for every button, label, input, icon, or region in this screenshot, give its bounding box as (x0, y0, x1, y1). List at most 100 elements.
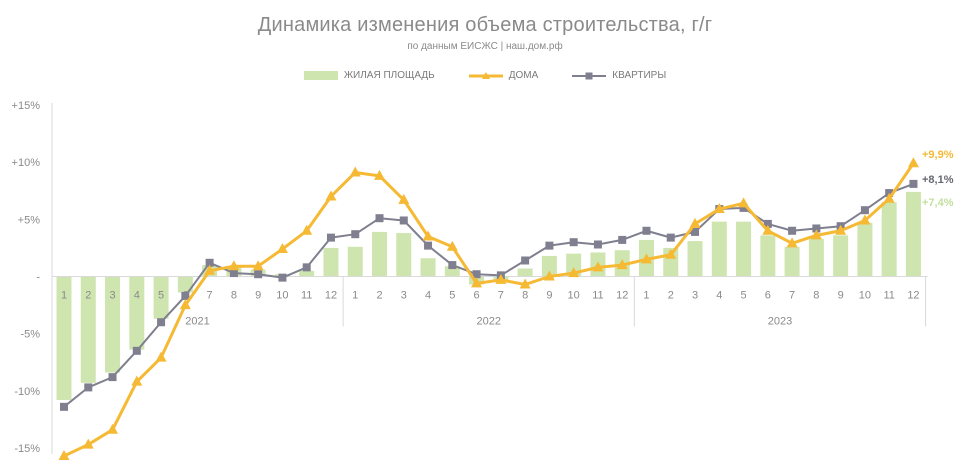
apartments-point (326, 233, 335, 242)
year-label: 2022 (476, 316, 500, 328)
houses-point (155, 351, 167, 362)
legend-item-area: ЖИЛАЯ ПЛОЩАДЬ (303, 70, 435, 81)
bar-living-area (105, 276, 121, 373)
houses-point (58, 450, 70, 461)
apartments-point (545, 241, 554, 250)
x-tick-label: 4 (134, 290, 140, 302)
chart-subtitle: по данным ЕИСЖС | наш.дом.рф (407, 41, 563, 52)
bar-living-area (323, 247, 339, 277)
apartments-point (108, 373, 117, 382)
bar-living-area (711, 221, 727, 277)
x-tick-label: 2 (85, 290, 91, 302)
y-tick-label: +15% (12, 100, 41, 112)
houses-point (131, 375, 143, 386)
apartments-point (860, 206, 869, 215)
apartments-point (302, 263, 311, 272)
x-tick-label: 5 (158, 290, 164, 302)
apartments-point (812, 224, 821, 233)
apartments-point (593, 240, 602, 249)
x-tick-label: 5 (449, 290, 455, 302)
apartments-point (521, 256, 530, 265)
apartments-point (909, 179, 918, 188)
bar-living-area (372, 231, 388, 277)
apartments-point (254, 270, 263, 279)
houses-point (446, 240, 458, 251)
bar-living-area (56, 276, 72, 400)
bar-living-area (760, 235, 776, 277)
apartments-point (424, 241, 433, 250)
houses-point (616, 259, 628, 270)
apartments-point (60, 402, 68, 411)
bar-living-area (857, 222, 873, 277)
x-tick-label: 7 (207, 290, 213, 302)
x-tick-label: 10 (276, 290, 288, 302)
x-tick-label: 8 (522, 290, 528, 302)
year-label: 2021 (185, 316, 209, 328)
x-tick-label: 3 (692, 290, 698, 302)
x-tick-label: 9 (255, 290, 261, 302)
houses-point (786, 237, 798, 248)
legend-swatch-houses (468, 71, 503, 79)
x-tick-label: 12 (616, 290, 628, 302)
x-tick-label: 8 (813, 290, 819, 302)
houses-point (398, 193, 410, 204)
y-tick-label: -5% (20, 329, 40, 341)
y-tick-label: +5% (18, 214, 41, 226)
y-tick-label: -10% (14, 386, 40, 398)
bar-living-area (153, 276, 169, 319)
apartments-point (205, 258, 214, 267)
houses-point (471, 277, 483, 288)
houses-point (519, 278, 531, 289)
x-tick-label: 4 (425, 290, 431, 302)
bar-living-area (905, 191, 921, 277)
x-tick-label: 2 (668, 290, 674, 302)
bar-living-area (736, 221, 752, 277)
houses-point (640, 253, 652, 264)
legend-label-area: ЖИЛАЯ ПЛОЩАДЬ (343, 70, 435, 81)
houses-line (63, 162, 915, 458)
apartments-point (618, 235, 627, 244)
houses-point (107, 423, 119, 434)
apartments-point (278, 273, 287, 282)
x-tick-label: 10 (568, 290, 580, 302)
x-tick-label: 10 (859, 290, 871, 302)
x-tick-label: 6 (765, 290, 771, 302)
bar-living-area (833, 235, 849, 277)
houses-point (543, 270, 555, 281)
end-label-apartments: +8,1% (922, 174, 954, 186)
bar-living-area (541, 255, 557, 277)
x-tick-label: 5 (740, 290, 746, 302)
x-tick-label: 8 (231, 290, 237, 302)
bar-living-area (347, 246, 363, 277)
apartments-point (351, 230, 360, 239)
x-tick-label: 12 (325, 290, 337, 302)
bar-living-area (177, 276, 193, 293)
x-tick-label: 9 (546, 290, 552, 302)
y-tick-label: - (36, 272, 40, 284)
x-tick-label: 1 (643, 290, 649, 302)
x-tick-label: 6 (474, 290, 480, 302)
houses-point (592, 261, 604, 272)
apartments-point (666, 233, 675, 242)
bar-living-area (80, 276, 96, 383)
bar-living-area (687, 241, 703, 277)
houses-point (82, 438, 94, 449)
apartments-point (229, 269, 238, 278)
houses-point (665, 248, 677, 259)
houses-point (349, 166, 361, 177)
x-tick-label: 2 (376, 290, 382, 302)
chart-title: Динамика изменения объема строительства,… (257, 14, 713, 36)
bar-living-area (784, 246, 800, 277)
houses-point (568, 267, 580, 278)
legend-item-houses: ДОМА (468, 70, 538, 81)
x-tick-label: 11 (301, 290, 312, 302)
houses-point (713, 203, 725, 214)
apartments-point (569, 238, 578, 247)
x-tick-label: 12 (907, 290, 919, 302)
bar-living-area (420, 258, 436, 277)
x-tick-label: 3 (401, 290, 407, 302)
apartments-point (788, 226, 797, 235)
year-label: 2023 (768, 316, 792, 328)
houses-point (689, 217, 701, 228)
